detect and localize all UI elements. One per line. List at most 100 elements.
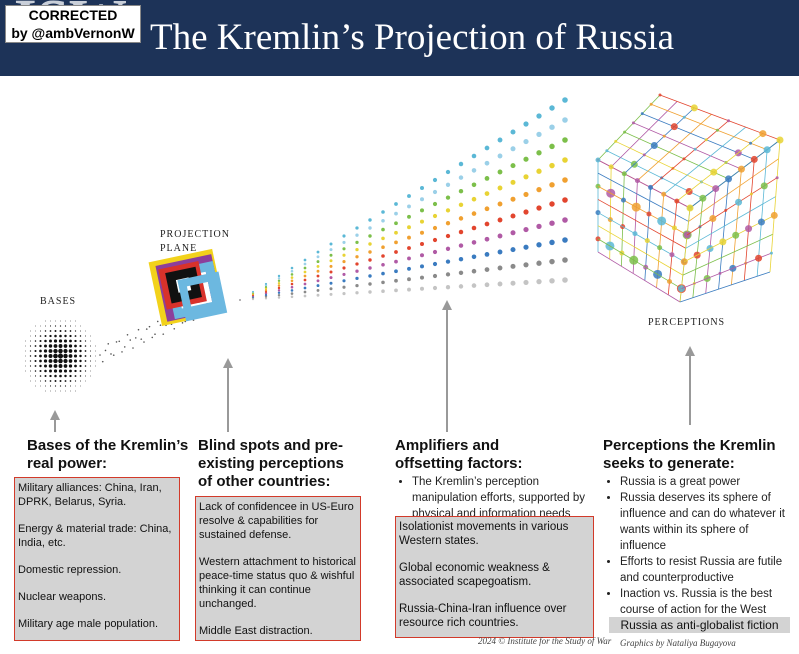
node	[732, 231, 740, 239]
node	[648, 184, 654, 190]
dot	[34, 359, 37, 363]
dot	[445, 246, 451, 251]
dot	[69, 380, 72, 382]
dot	[75, 325, 76, 327]
dot	[290, 282, 294, 286]
dot	[523, 244, 529, 250]
dot	[536, 168, 542, 174]
dot	[79, 344, 82, 348]
dot	[58, 344, 63, 348]
node	[770, 211, 778, 219]
dot	[394, 202, 398, 206]
dot	[53, 364, 58, 368]
dot	[30, 330, 31, 332]
dot	[458, 175, 464, 180]
dot	[342, 234, 346, 238]
dot	[74, 339, 77, 343]
dot	[497, 201, 503, 207]
dot	[549, 220, 555, 226]
dot	[68, 349, 73, 353]
dot	[35, 380, 36, 382]
dot	[510, 196, 516, 202]
dot	[471, 211, 477, 216]
dot	[137, 328, 140, 331]
dot	[85, 335, 86, 337]
dot	[484, 236, 490, 242]
dot	[49, 374, 52, 378]
dot	[85, 380, 86, 382]
dot	[57, 353, 64, 359]
node	[745, 225, 753, 233]
dot	[75, 320, 76, 322]
dot	[264, 289, 268, 292]
dot	[471, 168, 477, 173]
dot	[536, 278, 542, 285]
dot	[549, 182, 555, 188]
dot	[484, 160, 490, 166]
dot	[264, 295, 268, 298]
dot	[484, 252, 490, 257]
bullets: Russia is a great powerRussia deserves i…	[606, 474, 792, 618]
node	[661, 191, 667, 197]
dot	[84, 360, 87, 362]
dot	[74, 335, 77, 337]
node	[755, 254, 763, 262]
dot	[145, 328, 148, 330]
dot	[54, 325, 57, 327]
dot	[536, 205, 542, 211]
dot	[123, 346, 126, 348]
dot	[536, 150, 542, 156]
dot	[329, 259, 333, 263]
dot	[44, 339, 47, 343]
dot	[40, 325, 41, 327]
dot	[419, 264, 425, 269]
dot	[303, 258, 307, 262]
dot	[342, 240, 346, 244]
dot	[497, 281, 503, 287]
box-item: Lack of confidencee in US-Euro resolve &…	[199, 501, 354, 541]
dot	[73, 354, 78, 358]
dot	[290, 285, 294, 289]
grid-line	[682, 233, 774, 276]
dot	[64, 334, 67, 338]
dot	[58, 364, 63, 368]
dot	[34, 365, 37, 367]
dot	[49, 385, 52, 387]
dot	[497, 217, 503, 223]
node	[670, 123, 678, 131]
dot	[264, 282, 268, 286]
dot	[316, 293, 320, 297]
node	[669, 252, 675, 258]
dot	[407, 277, 411, 282]
dot	[75, 390, 76, 392]
dot	[445, 182, 451, 187]
dot	[549, 143, 555, 150]
dot	[510, 129, 516, 135]
dot	[394, 250, 398, 254]
dot	[264, 290, 268, 294]
dot	[342, 285, 346, 289]
dot	[74, 380, 77, 382]
arrow-head	[685, 346, 695, 356]
dot	[85, 375, 86, 377]
grid-line	[624, 107, 695, 175]
dot	[264, 284, 268, 287]
dot	[43, 354, 48, 358]
dot	[342, 260, 346, 264]
dot	[445, 195, 451, 200]
dot	[59, 374, 62, 378]
grid-line	[718, 178, 729, 290]
dot	[74, 344, 77, 348]
dot	[63, 358, 68, 364]
dot	[84, 370, 87, 372]
node	[644, 238, 650, 244]
dot	[562, 257, 568, 263]
dot	[471, 268, 477, 274]
badge: CORRECTED by @ambVernonW	[5, 5, 141, 43]
dot	[53, 344, 58, 348]
dot	[118, 340, 121, 343]
node	[671, 225, 677, 231]
dot	[432, 201, 438, 207]
dot	[264, 297, 268, 300]
dot	[458, 161, 464, 167]
